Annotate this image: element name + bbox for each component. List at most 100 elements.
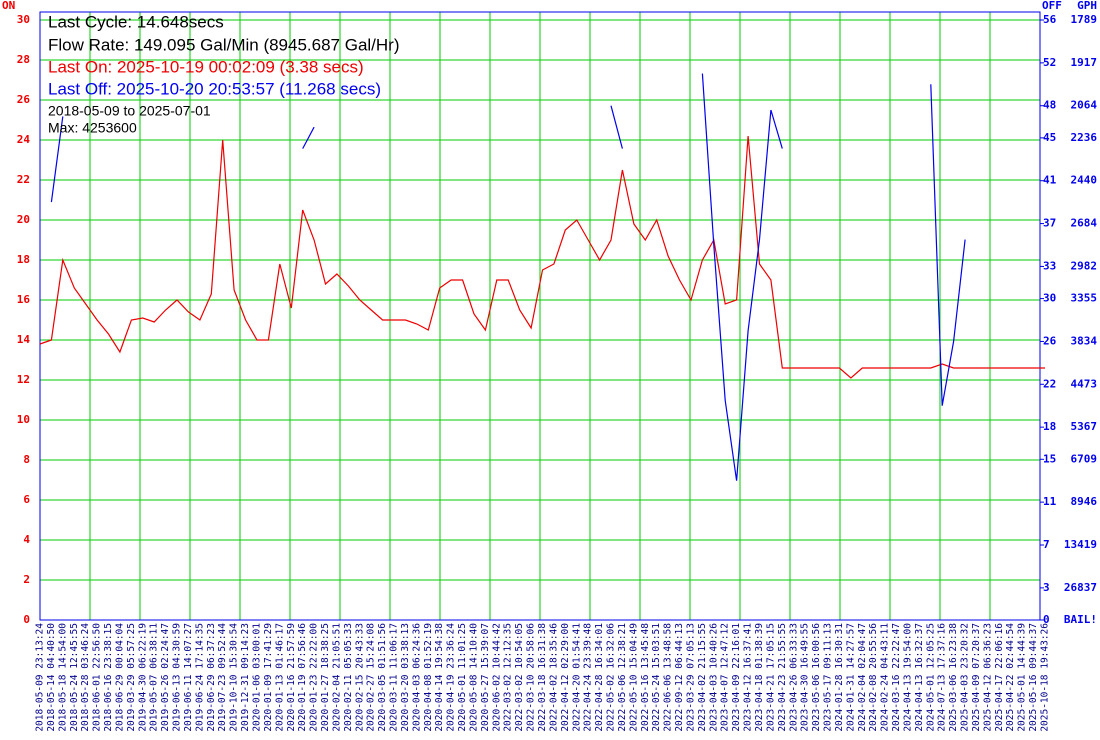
y2-tick-label: 11: [1043, 495, 1057, 508]
x-tick-label: 2019-10-10 15:30:54: [229, 623, 240, 732]
x-tick-label: 2020-04-03 06:24:36: [411, 623, 422, 732]
x-tick-label: 2022-04-12 02:29:00: [560, 623, 571, 732]
x-tick-label: 2019-06-13 04:30:59: [172, 623, 183, 732]
x-tick-label: 2020-03-20 03:38:13: [400, 623, 411, 732]
y2-tick-label: 33: [1043, 259, 1056, 272]
x-tick-label: 2024-02-24 04:43:11: [880, 623, 891, 732]
y2-tick-label: 30: [1043, 292, 1056, 305]
x-tick-label: 2019-12-31 09:14:23: [240, 623, 251, 732]
x-tick-label: 2023-04-23 21:55:55: [777, 623, 788, 732]
x-tick-label: 2020-01-06 03:00:01: [251, 623, 262, 732]
x-tick-label: 2018-06-16 23:38:15: [103, 623, 114, 732]
x-tick-label: 2020-04-14 19:54:38: [434, 623, 445, 732]
y3-tick-label: 2440: [1071, 174, 1098, 187]
y3-tick-label: 13419: [1064, 538, 1097, 551]
y-tick-label: 20: [17, 213, 30, 226]
annotation: Max: 4253600: [48, 120, 137, 136]
x-tick-label: 2025-04-12 06:36:23: [982, 623, 993, 732]
x-tick-label: 2022-04-24 23:39:48: [583, 623, 594, 732]
x-tick-label: 2020-02-27 15:24:08: [366, 623, 377, 732]
y2-tick-label: 41: [1043, 174, 1057, 187]
x-tick-label: 2023-05-17 09:11:13: [823, 623, 834, 732]
x-tick-label: 2019-03-29 05:57:25: [126, 623, 137, 732]
x-tick-label: 2023-03-29 07:05:13: [685, 623, 696, 732]
x-tick-label: 2020-01-27 18:38:25: [320, 623, 331, 732]
y3-tick-label: 3834: [1071, 334, 1098, 347]
x-tick-label: 2019-06-29 06:37:23: [206, 623, 217, 732]
x-tick-label: 2022-05-02 16:32:06: [606, 623, 617, 732]
x-tick-label: 2022-03-18 16:31:38: [537, 623, 548, 732]
x-tick-label: 2019-06-11 14:07:27: [183, 623, 194, 732]
x-tick-label: 2020-01-09 17:41:29: [263, 623, 274, 732]
x-tick-label: 2020-04-19 23:36:24: [446, 623, 457, 732]
y2-tick-label: 56: [1043, 13, 1057, 26]
y-tick-label: 26: [17, 93, 31, 106]
annotation: Last On: 2025-10-19 00:02:09 (3.38 secs): [48, 57, 364, 76]
x-tick-label: 2022-05-24 15:03:51: [651, 623, 662, 732]
x-tick-label: 2020-01-16 21:57:59: [286, 623, 297, 732]
y-tick-label: 28: [17, 53, 30, 66]
x-tick-label: 2025-10-18 19:43:26: [1040, 623, 1051, 732]
x-tick-label: 2019-04-30 06:22:19: [137, 623, 148, 732]
y-tick-label: 2: [23, 573, 30, 586]
y-tick-label: 4: [23, 533, 30, 546]
y-tick-label: 14: [17, 333, 31, 346]
x-tick-label: 2018-05-18 14:54:00: [57, 623, 68, 732]
x-tick-label: 2023-04-02 21:15:55: [697, 623, 708, 732]
x-tick-label: 2022-03-02 10:54:05: [514, 623, 525, 732]
x-tick-label: 2018-05-28 03:46:24: [80, 623, 91, 732]
x-tick-label: 2022-04-28 16:34:01: [594, 623, 605, 732]
y2-tick-label: 18: [1043, 420, 1056, 433]
y2-axis-header: OFF: [1042, 0, 1062, 12]
y3-tick-label: 2982: [1071, 259, 1098, 272]
y2-tick-label: 7: [1043, 538, 1050, 551]
y-tick-label: 10: [17, 413, 30, 426]
y3-tick-label: 1917: [1071, 56, 1098, 69]
y-tick-label: 16: [17, 293, 31, 306]
x-tick-label: 2019-07-23 09:52:44: [217, 623, 228, 732]
y-tick-label: 0: [23, 613, 30, 626]
x-tick-label: 2020-06-02 10:44:42: [491, 623, 502, 732]
y-axis-header: ON: [2, 0, 15, 12]
x-tick-label: 2018-05-24 12:45:55: [69, 623, 80, 732]
x-tick-label: 2023-04-21 17:05:15: [765, 623, 776, 732]
x-tick-label: 2024-02-08 20:55:56: [868, 623, 879, 732]
x-tick-label: 2018-05-14 04:40:50: [46, 623, 57, 732]
y-tick-label: 22: [17, 173, 30, 186]
x-tick-label: 2018-05-09 23:13:24: [35, 623, 46, 732]
y-tick-label: 24: [17, 133, 31, 146]
y3-tick-label: 8946: [1071, 495, 1098, 508]
x-tick-label: 2020-02-15 20:43:33: [354, 623, 365, 732]
x-tick-label: 2020-03-05 01:51:56: [377, 623, 388, 732]
x-tick-label: 2024-04-13 19:54:00: [902, 623, 913, 732]
x-tick-label: 2020-02-11 05:05:33: [343, 623, 354, 732]
y2-tick-label: 52: [1043, 56, 1056, 69]
y3-tick-label: 1789: [1071, 13, 1098, 26]
y2-tick-label: 45: [1043, 131, 1056, 144]
y2-tick-label: 22: [1043, 377, 1056, 390]
x-tick-label: 2025-05-16 09:44:37: [1028, 623, 1039, 732]
x-tick-label: 2020-02-04 21:05:51: [331, 623, 342, 732]
x-tick-label: 2025-03-06 16:23:38: [948, 623, 959, 732]
x-tick-label: 2023-05-06 16:00:56: [811, 623, 822, 732]
x-tick-label: 2023-04-03 10:40:26: [708, 623, 719, 732]
x-tick-label: 2023-04-30 16:49:55: [800, 623, 811, 732]
y3-tick-label: 26837: [1064, 581, 1097, 594]
x-tick-label: 2022-06-06 13:48:58: [663, 623, 674, 732]
y3-tick-label: 3355: [1071, 292, 1098, 305]
x-tick-label: 2024-03-16 22:22:47: [891, 623, 902, 732]
x-tick-label: 2022-04-20 01:54:41: [571, 623, 582, 732]
x-tick-label: 2018-06-01 22:56:50: [92, 623, 103, 732]
y2-tick-label: 15: [1043, 452, 1056, 465]
x-tick-label: 2025-05-01 14:44:39: [1017, 623, 1028, 732]
y-tick-label: 12: [17, 373, 30, 386]
x-tick-label: 2024-02-04 02:04:47: [857, 623, 868, 732]
y3-tick-label: 2684: [1071, 217, 1098, 230]
x-tick-label: 2025-04-03 23:20:32: [960, 623, 971, 732]
x-tick-label: 2024-04-13 16:32:37: [914, 623, 925, 732]
x-tick-label: 2025-04-17 22:06:16: [994, 623, 1005, 732]
plot-frame: [39, 11, 1041, 621]
x-tick-label: 2022-05-16 13:45:48: [640, 623, 651, 732]
x-tick-label: 2023-04-09 22:16:01: [731, 623, 742, 732]
